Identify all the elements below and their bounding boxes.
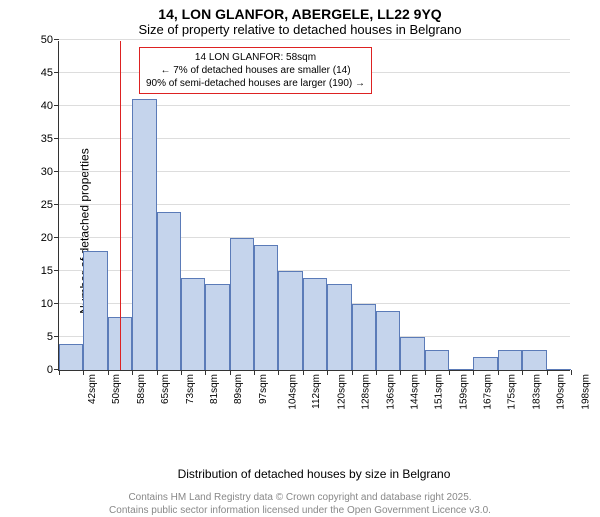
xtick-label: 81sqm: [209, 374, 220, 404]
annotation-line3: 90% of semi-detached houses are larger (…: [146, 77, 365, 90]
xtick-label: 190sqm: [556, 374, 567, 410]
ytick-label: 10: [41, 298, 59, 310]
histogram-bar: [83, 251, 107, 370]
xtick-label: 97sqm: [258, 374, 269, 404]
xtick-mark: [157, 370, 158, 375]
xtick-mark: [522, 370, 523, 375]
xtick-mark: [205, 370, 206, 375]
xtick-label: 104sqm: [288, 374, 299, 410]
ytick-label: 0: [47, 364, 59, 376]
footer-line-2: Contains public sector information licen…: [0, 504, 600, 517]
xtick-mark: [83, 370, 84, 375]
chart-area: Number of detached properties 0510152025…: [0, 41, 600, 421]
xtick-mark: [230, 370, 231, 375]
xtick-label: 112sqm: [311, 374, 322, 409]
xtick-mark: [132, 370, 133, 375]
xtick-label: 183sqm: [531, 374, 542, 410]
xtick-mark: [571, 370, 572, 375]
xtick-label: 58sqm: [136, 374, 147, 404]
xtick-mark: [278, 370, 279, 375]
xtick-label: 175sqm: [507, 374, 518, 410]
xtick-mark: [59, 370, 60, 375]
x-axis-label: Distribution of detached houses by size …: [58, 467, 570, 481]
histogram-bar: [254, 245, 278, 370]
histogram-bar: [473, 357, 497, 370]
histogram-bar: [303, 278, 327, 370]
chart-container: { "title_line1": "14, LON GLANFOR, ABERG…: [0, 0, 600, 500]
xtick-mark: [327, 370, 328, 375]
histogram-bar: [278, 271, 302, 370]
ytick-label: 30: [41, 166, 59, 178]
xtick-mark: [303, 370, 304, 375]
histogram-bar: [181, 278, 205, 370]
ytick-label: 20: [41, 232, 59, 244]
ytick-label: 35: [41, 133, 59, 145]
xtick-mark: [425, 370, 426, 375]
histogram-bar: [352, 304, 376, 370]
ytick-label: 25: [41, 199, 59, 211]
xtick-label: 198sqm: [580, 374, 591, 410]
histogram-bar: [400, 337, 424, 370]
ytick-label: 15: [41, 265, 59, 277]
ytick-label: 45: [41, 67, 59, 79]
xtick-label: 120sqm: [336, 374, 347, 410]
xtick-mark: [547, 370, 548, 375]
annotation-line1: 14 LON GLANFOR: 58sqm: [146, 51, 365, 64]
xtick-mark: [449, 370, 450, 375]
xtick-label: 42sqm: [87, 374, 98, 404]
reference-line: [120, 41, 121, 370]
xtick-label: 167sqm: [483, 374, 494, 410]
annotation-line2: ← 7% of detached houses are smaller (14): [146, 64, 365, 77]
xtick-mark: [181, 370, 182, 375]
histogram-bar: [449, 369, 473, 370]
histogram-bar: [132, 99, 156, 370]
xtick-mark: [400, 370, 401, 375]
xtick-label: 144sqm: [410, 374, 421, 410]
xtick-label: 159sqm: [458, 374, 469, 410]
histogram-bar: [376, 311, 400, 370]
xtick-mark: [254, 370, 255, 375]
ytick-label: 5: [47, 331, 59, 343]
chart-footer: Contains HM Land Registry data © Crown c…: [0, 491, 600, 517]
histogram-bar: [547, 369, 571, 370]
histogram-bar: [522, 350, 546, 370]
histogram-bar: [498, 350, 522, 370]
xtick-label: 128sqm: [361, 374, 372, 410]
xtick-label: 50sqm: [111, 374, 122, 404]
histogram-bar: [157, 212, 181, 370]
xtick-label: 65sqm: [160, 374, 171, 404]
gridline: [59, 39, 570, 40]
xtick-label: 151sqm: [434, 374, 445, 410]
xtick-mark: [108, 370, 109, 375]
histogram-bar: [205, 284, 229, 370]
histogram-bar: [59, 344, 83, 370]
histogram-bar: [425, 350, 449, 370]
histogram-bar: [230, 238, 254, 370]
xtick-mark: [352, 370, 353, 375]
xtick-label: 73sqm: [185, 374, 196, 404]
xtick-mark: [498, 370, 499, 375]
xtick-mark: [376, 370, 377, 375]
ytick-label: 50: [41, 34, 59, 46]
histogram-bar: [327, 284, 351, 370]
plot-region: 0510152025303540455042sqm50sqm58sqm65sqm…: [58, 41, 570, 371]
xtick-label: 136sqm: [385, 374, 396, 410]
footer-line-1: Contains HM Land Registry data © Crown c…: [0, 491, 600, 504]
ytick-label: 40: [41, 100, 59, 112]
xtick-label: 89sqm: [233, 374, 244, 404]
xtick-mark: [473, 370, 474, 375]
chart-title-line1: 14, LON GLANFOR, ABERGELE, LL22 9YQ: [0, 0, 600, 22]
reference-annotation: 14 LON GLANFOR: 58sqm← 7% of detached ho…: [139, 47, 372, 94]
